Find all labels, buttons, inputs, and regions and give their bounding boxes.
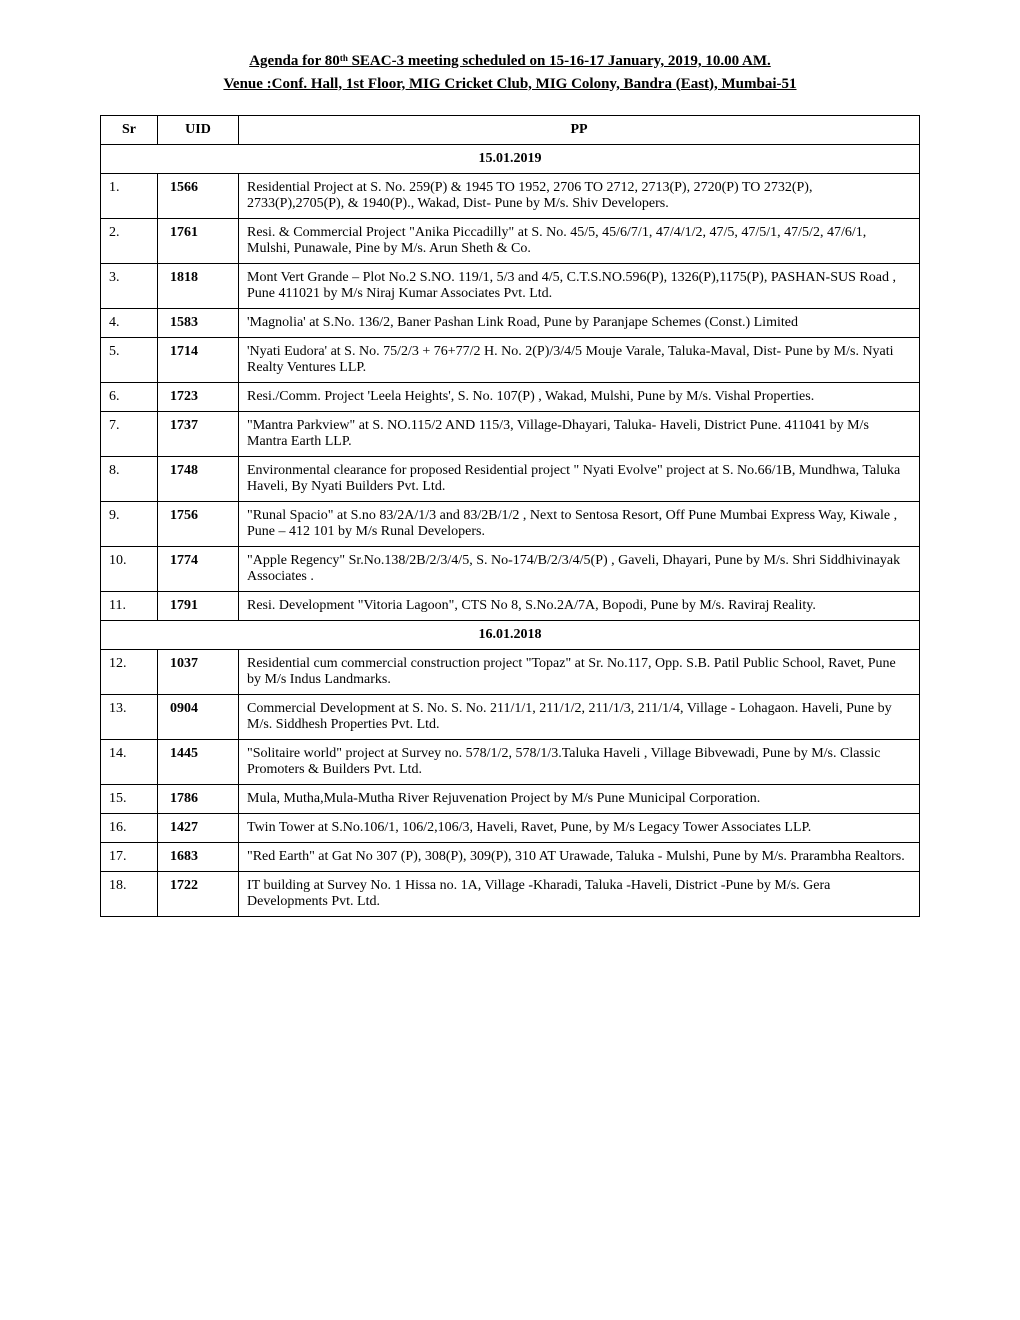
cell-uid: 1737 xyxy=(158,412,239,457)
date-row: 16.01.2018 xyxy=(101,621,920,650)
cell-pp: Resi./Comm. Project 'Leela Heights', S. … xyxy=(239,383,920,412)
table-row: 8.1748Environmental clearance for propos… xyxy=(101,457,920,502)
cell-sr: 2. xyxy=(101,219,158,264)
table-header-row: Sr UID PP xyxy=(101,116,920,145)
cell-pp: "Apple Regency" Sr.No.138/2B/2/3/4/5, S.… xyxy=(239,547,920,592)
cell-pp: "Solitaire world" project at Survey no. … xyxy=(239,740,920,785)
cell-sr: 13. xyxy=(101,695,158,740)
title-line-1: Agenda for 80ᵗʰ SEAC-3 meeting scheduled… xyxy=(100,50,920,73)
table-row: 16.1427Twin Tower at S.No.106/1, 106/2,1… xyxy=(101,814,920,843)
table-row: 6.1723Resi./Comm. Project 'Leela Heights… xyxy=(101,383,920,412)
cell-sr: 7. xyxy=(101,412,158,457)
cell-uid: 1748 xyxy=(158,457,239,502)
date-row: 15.01.2019 xyxy=(101,145,920,174)
date-cell: 15.01.2019 xyxy=(101,145,920,174)
cell-sr: 18. xyxy=(101,872,158,917)
cell-uid: 1427 xyxy=(158,814,239,843)
table-row: 9.1756"Runal Spacio" at S.no 83/2A/1/3 a… xyxy=(101,502,920,547)
cell-pp: 'Nyati Eudora' at S. No. 75/2/3 + 76+77/… xyxy=(239,338,920,383)
col-header-pp: PP xyxy=(239,116,920,145)
cell-pp: "Runal Spacio" at S.no 83/2A/1/3 and 83/… xyxy=(239,502,920,547)
agenda-table: Sr UID PP 15.01.20191.1566Residential Pr… xyxy=(100,115,920,917)
cell-sr: 14. xyxy=(101,740,158,785)
title-block: Agenda for 80ᵗʰ SEAC-3 meeting scheduled… xyxy=(100,50,920,95)
cell-uid: 1583 xyxy=(158,309,239,338)
table-row: 14.1445"Solitaire world" project at Surv… xyxy=(101,740,920,785)
cell-pp: Resi. & Commercial Project "Anika Piccad… xyxy=(239,219,920,264)
cell-pp: Twin Tower at S.No.106/1, 106/2,106/3, H… xyxy=(239,814,920,843)
table-row: 17.1683"Red Earth" at Gat No 307 (P), 30… xyxy=(101,843,920,872)
cell-sr: 12. xyxy=(101,650,158,695)
cell-uid: 1723 xyxy=(158,383,239,412)
table-row: 12.1037Residential cum commercial constr… xyxy=(101,650,920,695)
table-row: 4.1583'Magnolia' at S.No. 136/2, Baner P… xyxy=(101,309,920,338)
cell-pp: "Mantra Parkview" at S. NO.115/2 AND 115… xyxy=(239,412,920,457)
cell-uid: 1683 xyxy=(158,843,239,872)
table-row: 1.1566Residential Project at S. No. 259(… xyxy=(101,174,920,219)
cell-sr: 16. xyxy=(101,814,158,843)
cell-sr: 11. xyxy=(101,592,158,621)
cell-uid: 1566 xyxy=(158,174,239,219)
cell-pp: Residential cum commercial construction … xyxy=(239,650,920,695)
table-row: 18.1722IT building at Survey No. 1 Hissa… xyxy=(101,872,920,917)
table-row: 13.0904Commercial Development at S. No. … xyxy=(101,695,920,740)
cell-sr: 5. xyxy=(101,338,158,383)
cell-sr: 1. xyxy=(101,174,158,219)
table-row: 5.1714'Nyati Eudora' at S. No. 75/2/3 + … xyxy=(101,338,920,383)
table-row: 7.1737"Mantra Parkview" at S. NO.115/2 A… xyxy=(101,412,920,457)
cell-uid: 1714 xyxy=(158,338,239,383)
cell-sr: 6. xyxy=(101,383,158,412)
cell-sr: 15. xyxy=(101,785,158,814)
cell-uid: 0904 xyxy=(158,695,239,740)
col-header-sr: Sr xyxy=(101,116,158,145)
table-row: 10.1774"Apple Regency" Sr.No.138/2B/2/3/… xyxy=(101,547,920,592)
cell-uid: 1786 xyxy=(158,785,239,814)
cell-uid: 1445 xyxy=(158,740,239,785)
cell-uid: 1774 xyxy=(158,547,239,592)
title-line-2: Venue :Conf. Hall, 1st Floor, MIG Cricke… xyxy=(100,73,920,96)
col-header-uid: UID xyxy=(158,116,239,145)
table-body: 15.01.20191.1566Residential Project at S… xyxy=(101,145,920,917)
cell-pp: IT building at Survey No. 1 Hissa no. 1A… xyxy=(239,872,920,917)
cell-sr: 3. xyxy=(101,264,158,309)
table-row: 3.1818Mont Vert Grande – Plot No.2 S.NO.… xyxy=(101,264,920,309)
cell-pp: Resi. Development "Vitoria Lagoon", CTS … xyxy=(239,592,920,621)
cell-sr: 9. xyxy=(101,502,158,547)
cell-uid: 1037 xyxy=(158,650,239,695)
cell-sr: 17. xyxy=(101,843,158,872)
cell-pp: Mont Vert Grande – Plot No.2 S.NO. 119/1… xyxy=(239,264,920,309)
cell-pp: "Red Earth" at Gat No 307 (P), 308(P), 3… xyxy=(239,843,920,872)
cell-sr: 8. xyxy=(101,457,158,502)
date-cell: 16.01.2018 xyxy=(101,621,920,650)
cell-pp: Mula, Mutha,Mula-Mutha River Rejuvenatio… xyxy=(239,785,920,814)
cell-pp: Environmental clearance for proposed Res… xyxy=(239,457,920,502)
cell-uid: 1761 xyxy=(158,219,239,264)
table-row: 2.1761Resi. & Commercial Project "Anika … xyxy=(101,219,920,264)
cell-uid: 1818 xyxy=(158,264,239,309)
cell-pp: Commercial Development at S. No. S. No. … xyxy=(239,695,920,740)
cell-uid: 1722 xyxy=(158,872,239,917)
cell-uid: 1791 xyxy=(158,592,239,621)
cell-pp: 'Magnolia' at S.No. 136/2, Baner Pashan … xyxy=(239,309,920,338)
table-row: 11.1791Resi. Development "Vitoria Lagoon… xyxy=(101,592,920,621)
cell-sr: 10. xyxy=(101,547,158,592)
cell-pp: Residential Project at S. No. 259(P) & 1… xyxy=(239,174,920,219)
cell-sr: 4. xyxy=(101,309,158,338)
cell-uid: 1756 xyxy=(158,502,239,547)
table-row: 15.1786Mula, Mutha,Mula-Mutha River Reju… xyxy=(101,785,920,814)
